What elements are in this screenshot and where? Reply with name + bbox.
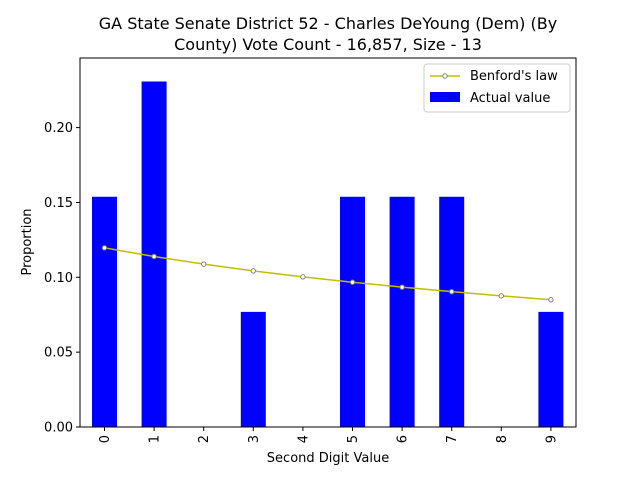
x-tick-label-3: 3 bbox=[247, 435, 262, 443]
legend-benford-marker bbox=[442, 73, 448, 79]
legend-box bbox=[423, 63, 571, 113]
bar-digit-6 bbox=[389, 196, 415, 427]
y-axis-label: Proportion bbox=[20, 208, 35, 275]
bar-series bbox=[92, 81, 564, 427]
y-tick-label: 0.10 bbox=[44, 271, 73, 286]
x-tick-label-0: 0 bbox=[98, 435, 113, 443]
legend-actual-label: Actual value bbox=[470, 91, 550, 106]
bar-digit-3 bbox=[240, 311, 266, 427]
chart-title-line-1: GA State Senate District 52 - Charles De… bbox=[99, 14, 557, 33]
legend-benford-label: Benford's law bbox=[470, 69, 558, 84]
benford-point-digit-8 bbox=[498, 293, 504, 299]
benford-line bbox=[104, 247, 551, 301]
x-tick-label-1: 1 bbox=[148, 435, 163, 443]
y-tick-label: 0.05 bbox=[44, 346, 73, 361]
legend-actual-swatch bbox=[430, 92, 460, 102]
bar-digit-5 bbox=[340, 196, 365, 427]
x-tick-label-7: 7 bbox=[445, 435, 460, 443]
benford-point-digit-2 bbox=[201, 261, 207, 267]
bar-digit-9 bbox=[538, 311, 564, 427]
bar-digit-0 bbox=[92, 196, 117, 427]
x-tick-label-6: 6 bbox=[396, 435, 411, 443]
y-tick-label: 0.15 bbox=[44, 196, 73, 211]
bar-digit-7 bbox=[439, 196, 465, 427]
chart-title-line-2: County) Vote Count - 16,857, Size - 13 bbox=[174, 35, 482, 54]
y-tick-label: 0.00 bbox=[44, 421, 73, 436]
benford-point-digit-9 bbox=[548, 297, 554, 303]
benford-point-digit-4 bbox=[300, 274, 306, 280]
y-tick-label: 0.20 bbox=[44, 121, 73, 136]
x-tick-label-2: 2 bbox=[197, 435, 212, 443]
x-tick-label-9: 9 bbox=[544, 435, 559, 443]
legend: Benford's law Actual value bbox=[423, 63, 571, 113]
benford-line-series bbox=[101, 245, 554, 303]
benford-point-digit-6 bbox=[399, 284, 405, 290]
x-tick-label-4: 4 bbox=[296, 435, 311, 443]
x-tick-label-5: 5 bbox=[346, 435, 361, 443]
x-axis-label: Second Digit Value bbox=[267, 451, 389, 466]
benford-point-digit-1 bbox=[151, 253, 157, 260]
x-tick-label-8: 8 bbox=[495, 435, 510, 443]
x-axis: 0 1 2 3 4 5 6 7 8 9 bbox=[98, 427, 559, 443]
y-axis: 0.00 0.05 0.10 0.15 0.20 bbox=[44, 121, 80, 436]
benford-point-digit-3 bbox=[250, 268, 257, 274]
benford-point-digit-0 bbox=[101, 245, 108, 251]
benford-point-digit-5 bbox=[349, 279, 356, 285]
plot-frame bbox=[79, 57, 577, 428]
benford-point-digit-7 bbox=[449, 288, 455, 295]
